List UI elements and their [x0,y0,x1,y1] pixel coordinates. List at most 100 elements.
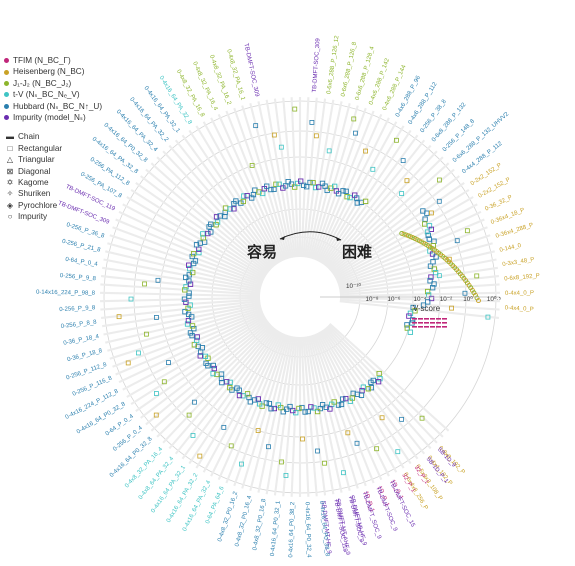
data-point [240,198,247,205]
legend-lattice-symbol: ▬ [6,132,14,142]
grid-spoke [109,234,263,286]
grid-spoke [195,125,281,264]
data-point [227,384,233,391]
grid-spoke [140,320,269,419]
data-point [427,278,433,284]
outer-config-label: 0-4x8_32_P0_16_8 [252,498,267,551]
easy-label: 容易 [246,243,277,261]
outer-config-label: 0-4x16_64_P0_38_8 [318,501,330,558]
hard-label: 困难 [342,243,372,261]
data-point [377,375,383,382]
data-point [311,405,317,411]
data-point [412,318,417,320]
grid-spoke [312,334,367,487]
data-point [412,326,417,328]
data-point [425,299,431,305]
legend-color-swatch [4,92,9,98]
data-point [136,350,141,356]
grid-spoke [273,98,297,258]
grid-spoke [326,325,438,444]
data-point [279,459,284,465]
data-point [368,379,374,385]
legend-lattice-item: ⊠ Diagonal [4,166,132,177]
data-point [424,318,429,320]
data-point [239,461,244,467]
data-point [430,326,435,328]
grid-spoke [156,324,273,438]
data-point [407,310,414,316]
grid-spoke [225,110,287,261]
data-point [253,123,259,129]
data-point [316,184,322,190]
grid-spoke [339,266,499,293]
data-point [300,436,305,442]
legend-lattice-symbol: □ [7,143,13,153]
data-point [187,281,194,287]
legend-model-item: TFIM (N_BC_Γ) [4,55,132,66]
data-point [335,191,342,197]
outer-config-label: 0-4x16_64_P0_32_1 [270,500,282,557]
grid-spoke [118,313,265,384]
grid-spoke [303,98,327,258]
data-point [407,329,414,335]
legend-lattice-label: Triangular [18,155,55,165]
grid-spoke [249,335,292,491]
data-point [428,226,434,233]
legend: TFIM (N_BC_Γ) Heisenberg (N_BC) J₁-J₂ (N_B… [4,55,132,222]
grid-spoke [130,188,267,277]
grid-spoke [202,331,282,473]
grid-spoke [112,309,263,368]
grid-spoke [329,322,450,432]
radial-tick-label: 10⁻⁴ [413,296,426,303]
grid-spoke [174,139,276,267]
data-point [194,334,200,340]
grid-spoke [181,134,278,266]
data-point [405,233,411,239]
data-point [187,266,193,272]
radial-axis-title: V-score [413,304,441,313]
data-point [153,412,159,418]
data-point [345,430,351,436]
grid-spoke [145,321,270,426]
grid-spoke [338,250,495,289]
data-point [208,229,214,235]
grid-spoke [188,329,279,465]
outer-config-label: 0-64_P_0_4 [65,257,99,268]
data-point [362,198,369,204]
grid-spoke [339,298,500,311]
legend-lattice-item: ○ Impurity [4,211,132,222]
grid-spoke [162,325,274,444]
grid-spoke [181,328,278,460]
grid-spoke [339,300,500,319]
grid-spoke [126,316,266,398]
grid-spoke [315,113,383,261]
data-point [288,181,295,187]
grid-spoke [282,97,298,258]
data-point [271,186,277,192]
legend-lattice-symbol: △ [6,155,14,165]
legend-lattice-label: Kagome [18,177,49,187]
grid-spoke [241,105,290,260]
data-point [368,385,375,391]
data-point [195,343,201,350]
data-point [404,322,410,328]
data-point [474,273,480,279]
data-point [425,232,431,238]
data-point [292,184,298,190]
grid-spoke [339,291,500,298]
outer-config-label: 0-36_32_P [484,195,513,213]
data-point [296,405,302,412]
grid-spoke [338,242,493,288]
grid-spoke [273,336,297,496]
legend-lattice-symbol: ✡ [6,177,14,187]
data-point [485,314,491,320]
grid-spoke [331,175,460,274]
data-point [224,379,230,385]
legend-model-label: Impurity (model_Nₛ) [13,112,86,122]
grid-spoke [325,144,432,268]
data-point [314,408,321,415]
data-point [255,428,261,433]
legend-lattice-item: ◈ Pyrochlore [4,200,132,211]
grid-spoke [290,97,300,258]
legend-lattice-symbol: ○ [7,212,13,222]
